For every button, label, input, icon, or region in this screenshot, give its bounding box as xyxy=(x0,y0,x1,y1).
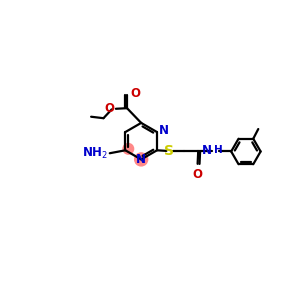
Text: O: O xyxy=(104,102,114,115)
Text: S: S xyxy=(164,145,174,158)
Text: NH$_2$: NH$_2$ xyxy=(82,146,108,161)
Text: N: N xyxy=(202,144,212,157)
Text: N: N xyxy=(159,124,169,137)
Circle shape xyxy=(135,153,148,166)
Circle shape xyxy=(123,143,134,154)
Text: O: O xyxy=(192,168,202,181)
Text: H: H xyxy=(214,145,223,155)
Text: N: N xyxy=(136,153,146,166)
Text: O: O xyxy=(130,87,141,100)
